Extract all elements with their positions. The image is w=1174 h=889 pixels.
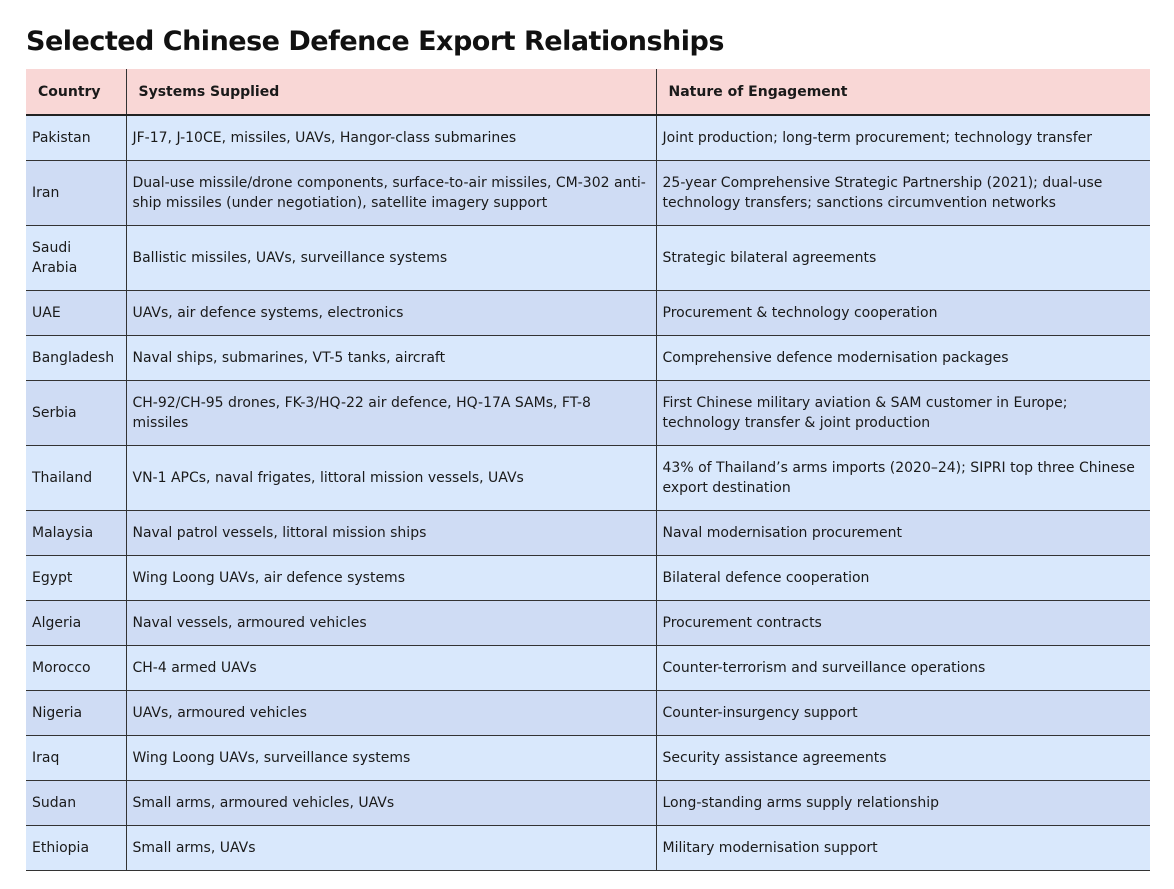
table-cell: Saudi Arabia [26, 225, 126, 291]
table-cell: Iran [26, 160, 126, 226]
table-cell: Long-standing arms supply relationship [655, 780, 1150, 826]
column-header: Country [26, 69, 126, 116]
table-cell: Counter-terrorism and surveillance opera… [655, 645, 1150, 691]
table-cell: Procurement contracts [655, 600, 1150, 646]
table-cell: Joint production; long-term procurement;… [655, 115, 1150, 161]
table-cell: Military modernisation support [655, 825, 1150, 871]
table-cell: Small arms, UAVs [125, 825, 656, 871]
table-cell: 43% of Thailand’s arms imports (2020–24)… [655, 445, 1150, 511]
table-cell: Malaysia [26, 510, 126, 556]
table-cell: Wing Loong UAVs, air defence systems [125, 555, 656, 601]
table-row: Pakistan JF-17, J-10CE, missiles, UAVs, H… [26, 115, 1150, 161]
table-cell: Counter-insurgency support [655, 690, 1150, 736]
table-row: Malaysia Naval patrol vessels, littoral m… [26, 510, 1150, 556]
table-cell: Ballistic missiles, UAVs, surveillance s… [125, 225, 656, 291]
column-header: Systems Supplied [125, 69, 656, 116]
header-row: Country Systems Supplied Nature of Engagem… [26, 69, 1150, 116]
table-cell: Security assistance agreements [655, 735, 1150, 781]
table-row: Ethiopia Small arms, UAVs Military moderni… [26, 825, 1150, 871]
table-cell: UAE [26, 290, 126, 336]
table-row: UAE UAVs, air defence systems, electronic… [26, 290, 1150, 336]
table-cell: Procurement & technology cooperation [655, 290, 1150, 336]
table-cell: UAVs, air defence systems, electronics [125, 290, 656, 336]
table-cell: Wing Loong UAVs, surveillance systems [125, 735, 656, 781]
table-cell: Comprehensive defence modernisation pack… [655, 335, 1150, 381]
table-cell: First Chinese military aviation & SAM cu… [655, 380, 1150, 446]
table-cell: Serbia [26, 380, 126, 446]
table-cell: Ethiopia [26, 825, 126, 871]
table-row: Thailand VN-1 APCs, naval frigates, litto… [26, 445, 1150, 511]
table-cell: Pakistan [26, 115, 126, 161]
table-cell: Iraq [26, 735, 126, 781]
column-header: Nature of Engagement [655, 69, 1150, 116]
table-cell: Dual-use missile/drone components, surfa… [125, 160, 656, 226]
table-cell: Naval ships, submarines, VT-5 tanks, air… [125, 335, 656, 381]
table-cell: Morocco [26, 645, 126, 691]
table-row: Egypt Wing Loong UAVs, air defence system… [26, 555, 1150, 601]
table-cell: CH-92/CH-95 drones, FK-3/HQ-22 air defen… [125, 380, 656, 446]
table-row: Serbia CH-92/CH-95 drones, FK-3/HQ-22 air… [26, 380, 1150, 446]
table-cell: Algeria [26, 600, 126, 646]
table-cell: 25-year Comprehensive Strategic Partners… [655, 160, 1150, 226]
table-cell: Thailand [26, 445, 126, 511]
table-cell: Egypt [26, 555, 126, 601]
table-cell: UAVs, armoured vehicles [125, 690, 656, 736]
table-row: Nigeria UAVs, armoured vehicles Counter-in… [26, 690, 1150, 736]
table-cell: Strategic bilateral agreements [655, 225, 1150, 291]
table-cell: CH-4 armed UAVs [125, 645, 656, 691]
table-cell: Naval modernisation procurement [655, 510, 1150, 556]
table-row: Iran Dual-use missile/drone components, s… [26, 160, 1150, 226]
table-row: Sudan Small arms, armoured vehicles, UAVs… [26, 780, 1150, 826]
table-cell: Bangladesh [26, 335, 126, 381]
table-row: Iraq Wing Loong UAVs, surveillance system… [26, 735, 1150, 781]
table-cell: VN-1 APCs, naval frigates, littoral miss… [125, 445, 656, 511]
table-cell: Naval vessels, armoured vehicles [125, 600, 656, 646]
table-row: Morocco CH-4 armed UAVs Counter-terrorism … [26, 645, 1150, 691]
table-row: Bangladesh Naval ships, submarines, VT-5 … [26, 335, 1150, 381]
table-cell: Nigeria [26, 690, 126, 736]
table-cell: Small arms, armoured vehicles, UAVs [125, 780, 656, 826]
table-cell: JF-17, J-10CE, missiles, UAVs, Hangor-cl… [125, 115, 656, 161]
table-row: Saudi Arabia Ballistic missiles, UAVs, su… [26, 225, 1150, 291]
table-cell: Sudan [26, 780, 126, 826]
table: Country Systems Supplied Nature of Engagem… [26, 69, 1150, 871]
table-row: Algeria Naval vessels, armoured vehicles P… [26, 600, 1150, 646]
table-cell: Naval patrol vessels, littoral mission s… [125, 510, 656, 556]
table-cell: Bilateral defence cooperation [655, 555, 1150, 601]
title: Selected Chinese Defence Export Relation… [26, 26, 724, 57]
